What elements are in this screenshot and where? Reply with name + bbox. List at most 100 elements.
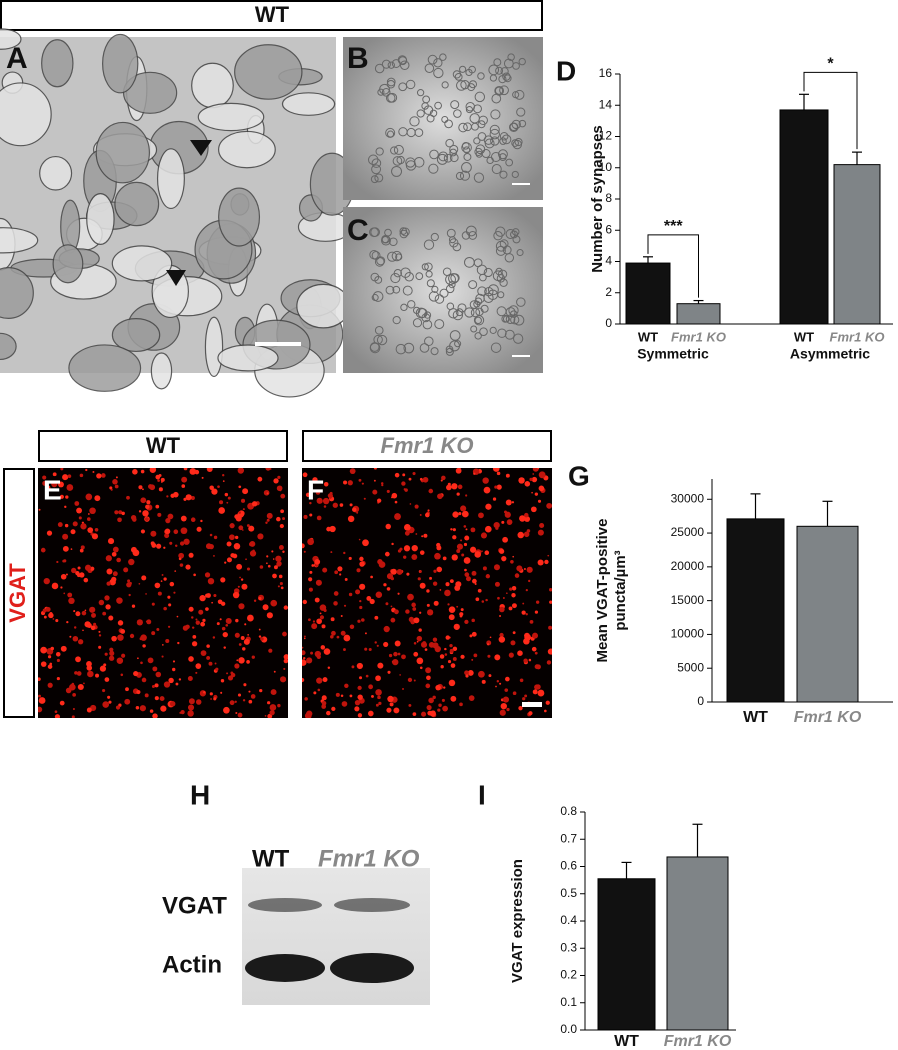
punctum xyxy=(151,684,155,688)
punctum xyxy=(183,497,187,501)
vesicle xyxy=(511,139,519,147)
punctum xyxy=(547,554,550,557)
punctum xyxy=(193,573,196,577)
punctum xyxy=(440,665,444,669)
punctum xyxy=(532,632,539,639)
punctum xyxy=(544,709,547,713)
vesicle xyxy=(510,315,520,325)
punctum xyxy=(65,573,68,576)
punctum xyxy=(222,474,225,477)
punctum xyxy=(95,673,100,678)
vesicle xyxy=(499,131,509,141)
punctum xyxy=(432,637,438,642)
punctum xyxy=(459,702,463,707)
punctum xyxy=(84,609,87,612)
punctum xyxy=(311,564,315,567)
punctum xyxy=(190,517,196,522)
punctum xyxy=(386,587,391,591)
punctum xyxy=(109,650,115,656)
punctum xyxy=(282,550,285,553)
punctum xyxy=(104,595,110,601)
punctum xyxy=(135,705,140,710)
punctum xyxy=(499,709,506,716)
punctum xyxy=(235,618,239,623)
bar xyxy=(833,164,881,325)
punctum xyxy=(473,653,478,658)
punctum xyxy=(121,653,126,658)
punctum xyxy=(547,648,552,655)
punctum xyxy=(98,634,102,637)
vesicle xyxy=(489,326,497,334)
punctum xyxy=(312,620,316,623)
vesicle xyxy=(464,307,475,318)
punctum xyxy=(323,482,329,487)
punctum xyxy=(526,529,531,533)
punctum xyxy=(202,618,206,622)
punctum xyxy=(327,493,333,499)
vesicle xyxy=(470,325,478,333)
em-structure xyxy=(86,193,115,245)
punctum xyxy=(154,582,161,589)
punctum xyxy=(303,635,306,638)
vesicle xyxy=(415,307,427,319)
vesicle xyxy=(436,153,448,165)
punctum xyxy=(485,503,492,510)
punctum xyxy=(517,531,525,539)
punctum xyxy=(73,626,77,629)
punctum xyxy=(82,629,84,632)
punctum xyxy=(311,623,318,630)
punctum xyxy=(303,550,306,553)
blot-band xyxy=(334,898,410,912)
punctum xyxy=(347,480,353,486)
punctum xyxy=(386,573,394,580)
vesicle xyxy=(455,171,465,181)
punctum xyxy=(188,606,194,612)
punctum xyxy=(470,527,476,533)
vesicle xyxy=(385,127,396,138)
y-axis-label: puncta/µm³ xyxy=(612,550,629,630)
y-tick-label: 5000 xyxy=(677,660,704,674)
punctum xyxy=(75,611,81,617)
y-tick-label: 4 xyxy=(605,254,612,268)
vesicle xyxy=(444,119,453,129)
vesicle xyxy=(474,316,482,325)
punctum xyxy=(273,670,276,673)
punctum xyxy=(459,468,461,469)
punctum xyxy=(538,471,546,479)
em-structure xyxy=(0,227,39,254)
punctum xyxy=(70,529,76,535)
vesicle xyxy=(386,77,396,87)
punctum xyxy=(166,495,169,498)
bar xyxy=(726,518,785,703)
vesicle xyxy=(375,147,384,156)
punctum xyxy=(484,550,490,556)
punctum xyxy=(165,638,170,644)
punctum xyxy=(107,538,115,545)
punctum xyxy=(436,545,442,551)
punctum xyxy=(481,600,485,603)
vesicle xyxy=(495,267,503,276)
punctum xyxy=(331,706,336,712)
punctum xyxy=(453,623,460,630)
punctum xyxy=(343,480,348,485)
punctum xyxy=(445,582,450,587)
vesicle xyxy=(518,57,526,66)
punctum xyxy=(94,495,101,502)
punctum xyxy=(102,688,106,693)
punctum xyxy=(226,541,232,547)
punctum xyxy=(234,700,237,703)
punctum xyxy=(465,528,468,531)
punctum xyxy=(452,535,457,540)
punctum xyxy=(86,517,91,521)
punctum xyxy=(282,517,286,521)
y-tick-label: 0.5 xyxy=(560,886,577,900)
puncta xyxy=(302,468,552,718)
punctum xyxy=(302,650,306,656)
header-box xyxy=(0,0,543,31)
vesicle xyxy=(427,54,438,65)
punctum xyxy=(456,492,460,496)
punctum xyxy=(502,696,510,703)
punctum xyxy=(372,489,378,495)
punctum xyxy=(441,698,445,702)
vesicle xyxy=(490,342,502,353)
